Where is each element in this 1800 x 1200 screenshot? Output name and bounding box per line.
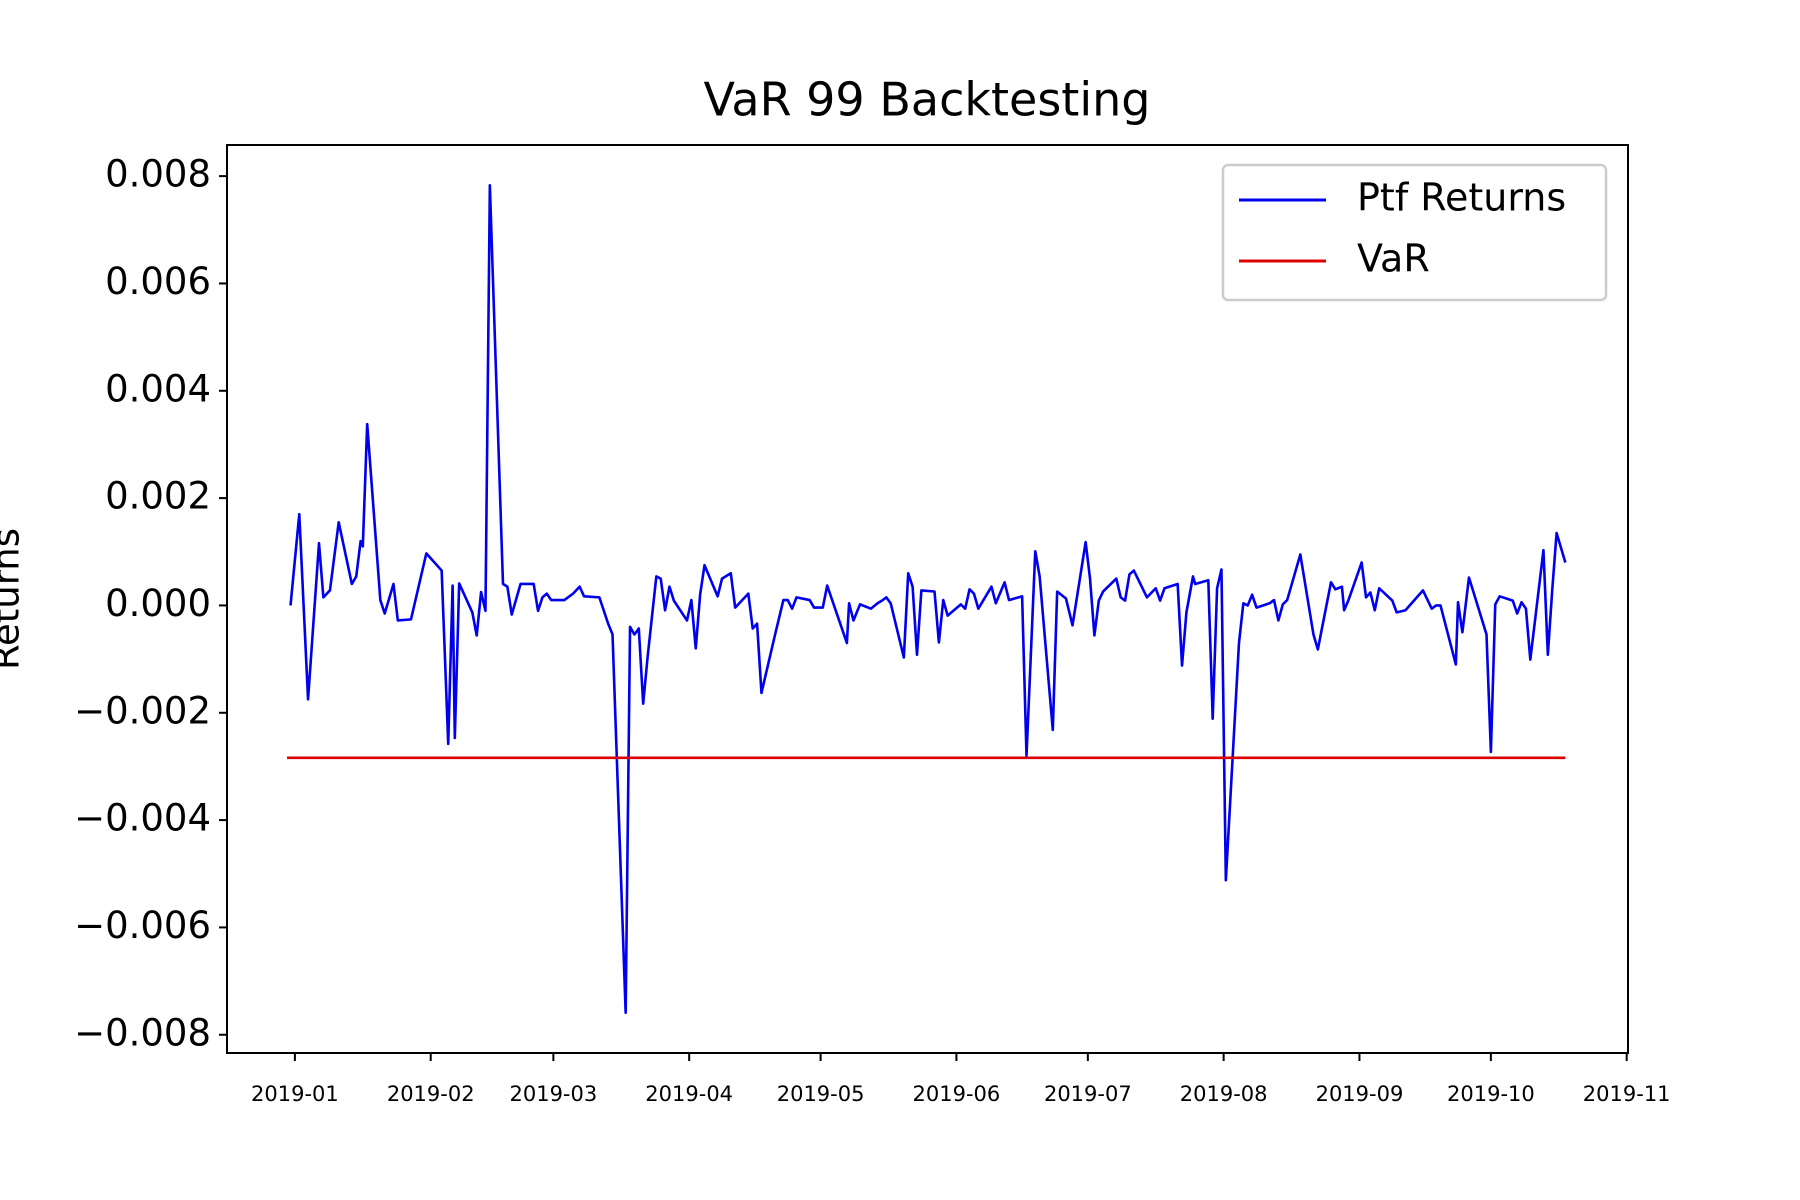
y-tick-label: −0.008 <box>74 1011 211 1054</box>
x-tick-label: 2019-03 <box>509 1082 597 1106</box>
series-line <box>289 183 1567 1015</box>
y-tick-label: 0.006 <box>105 260 211 303</box>
x-tick-label: 2019-02 <box>387 1082 475 1106</box>
legend-label: VaR <box>1357 237 1430 281</box>
y-tick-label: 0.004 <box>105 367 211 410</box>
y-axis-label: Returns <box>0 528 28 670</box>
x-tick-label: 2019-11 <box>1583 1082 1671 1106</box>
y-tick-label: −0.004 <box>74 797 211 840</box>
x-tick-label: 2019-01 <box>251 1082 339 1106</box>
x-tick-label: 2019-05 <box>777 1082 865 1106</box>
y-tick-label: 0.008 <box>105 153 211 196</box>
y-tick-label: 0.002 <box>105 475 211 518</box>
y-tick-label: 0.000 <box>105 582 211 625</box>
x-tick-label: 2019-09 <box>1316 1082 1404 1106</box>
y-tick-label: −0.002 <box>74 689 211 732</box>
x-tick-label: 2019-08 <box>1180 1082 1268 1106</box>
x-tick-label: 2019-04 <box>645 1082 733 1106</box>
x-tick-label: 2019-06 <box>913 1082 1001 1106</box>
legend-label: Ptf Returns <box>1357 176 1566 220</box>
y-tick-label: −0.006 <box>74 904 211 947</box>
axes-frame <box>226 144 1629 1054</box>
x-tick-label: 2019-07 <box>1044 1082 1132 1106</box>
x-tick-label: 2019-10 <box>1447 1082 1535 1106</box>
chart-title: VaR 99 Backtesting <box>704 73 1151 127</box>
